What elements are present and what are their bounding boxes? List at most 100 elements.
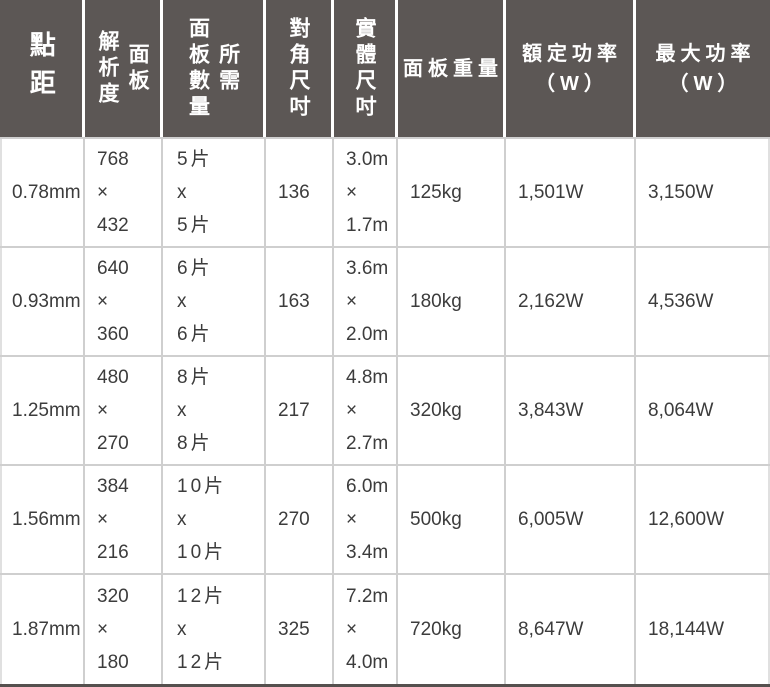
cell-panel-resolution: 640 × 360 bbox=[85, 248, 163, 355]
cell-line: 480 bbox=[97, 367, 129, 388]
cell-panel-resolution: 480 × 270 bbox=[85, 357, 163, 464]
cell-rated-power: 8,647W bbox=[506, 575, 636, 684]
cell-panel-resolution: 384 × 216 bbox=[85, 466, 163, 573]
cell-line: x bbox=[177, 509, 190, 530]
cell-line: 320 bbox=[97, 586, 129, 607]
header-rated-power-line2: （W） bbox=[535, 72, 609, 95]
cell-line: 6片 bbox=[177, 258, 213, 279]
cell-panel-weight: 500kg bbox=[398, 466, 506, 573]
cell-dot-pitch: 0.78mm bbox=[0, 139, 85, 246]
header-max-power-line2: （W） bbox=[668, 72, 743, 95]
cell-max-power: 12,600W bbox=[636, 466, 770, 573]
cell-line: 6片 bbox=[177, 324, 213, 345]
cell-panel-weight: 320kg bbox=[398, 357, 506, 464]
cell-line: 2.0m bbox=[346, 324, 389, 345]
cell-line: × bbox=[97, 619, 109, 640]
header-rated-power: 額定功率 （W） bbox=[506, 0, 636, 137]
cell-line: × bbox=[97, 182, 109, 203]
table-row: 1.25mm 480 × 270 8片 x 8片 217 4.8m × 2.7m 320kg… bbox=[0, 357, 770, 466]
header-panels-required-label-right: 所需 bbox=[216, 42, 240, 95]
header-rated-power-line1: 額定功率 bbox=[522, 42, 622, 65]
cell-line: × bbox=[97, 400, 109, 421]
header-dot-pitch: 點距 bbox=[0, 0, 85, 137]
cell-line: 6.0m bbox=[346, 476, 389, 497]
cell-line: 216 bbox=[97, 542, 129, 563]
cell-panels-required: 10片 x 10片 bbox=[163, 466, 266, 573]
cell-line: x bbox=[177, 182, 190, 203]
cell-line: 360 bbox=[97, 324, 129, 345]
cell-max-power: 3,150W bbox=[636, 139, 770, 246]
cell-line: 2.7m bbox=[346, 433, 389, 454]
cell-line: x bbox=[177, 291, 190, 312]
header-panel-weight: 面板重量 bbox=[398, 0, 506, 137]
cell-diagonal-size: 325 bbox=[266, 575, 334, 684]
cell-diagonal-size: 217 bbox=[266, 357, 334, 464]
cell-rated-power: 6,005W bbox=[506, 466, 636, 573]
header-dot-pitch-label: 點距 bbox=[26, 30, 57, 107]
cell-line: 12片 bbox=[177, 652, 227, 673]
cell-line: × bbox=[346, 182, 358, 203]
cell-max-power: 4,536W bbox=[636, 248, 770, 355]
header-max-power: 最大功率 （W） bbox=[636, 0, 770, 137]
cell-line: 432 bbox=[97, 215, 129, 236]
cell-line: x bbox=[177, 400, 190, 421]
cell-line: 180 bbox=[97, 652, 129, 673]
table-row: 1.56mm 384 × 216 10片 x 10片 270 6.0m × 3.4m 500… bbox=[0, 466, 770, 575]
cell-line: 5片 bbox=[177, 215, 213, 236]
cell-line: 384 bbox=[97, 476, 129, 497]
cell-line: 768 bbox=[97, 149, 129, 170]
cell-line: × bbox=[346, 619, 358, 640]
header-physical-size-label: 實體尺吋 bbox=[353, 16, 377, 121]
cell-line: 270 bbox=[97, 433, 129, 454]
cell-physical-size: 4.8m × 2.7m bbox=[334, 357, 398, 464]
cell-line: 8片 bbox=[177, 433, 213, 454]
cell-diagonal-size: 136 bbox=[266, 139, 334, 246]
cell-line: 3.4m bbox=[346, 542, 389, 563]
cell-line: × bbox=[346, 291, 358, 312]
cell-max-power: 18,144W bbox=[636, 575, 770, 684]
cell-line: 3.6m bbox=[346, 258, 389, 279]
header-rated-power-label: 額定功率 （W） bbox=[517, 39, 622, 99]
cell-line: 10片 bbox=[177, 476, 227, 497]
table-row: 1.87mm 320 × 180 12片 x 12片 325 7.2m × 4.0m 720… bbox=[0, 575, 770, 684]
table-row: 0.78mm 768 × 432 5片 x 5片 136 3.0m × 1.7m 125kg… bbox=[0, 139, 770, 248]
cell-panel-weight: 720kg bbox=[398, 575, 506, 684]
cell-rated-power: 1,501W bbox=[506, 139, 636, 246]
cell-rated-power: 3,843W bbox=[506, 357, 636, 464]
cell-physical-size: 3.6m × 2.0m bbox=[334, 248, 398, 355]
header-max-power-label: 最大功率 （W） bbox=[651, 39, 756, 99]
cell-line: x bbox=[177, 619, 190, 640]
header-panels-required-label-left: 面板數量 bbox=[186, 16, 210, 121]
cell-diagonal-size: 163 bbox=[266, 248, 334, 355]
table-body: 0.78mm 768 × 432 5片 x 5片 136 3.0m × 1.7m 125kg… bbox=[0, 137, 770, 687]
header-panel-weight-text: 面板重量 bbox=[403, 57, 503, 80]
cell-rated-power: 2,162W bbox=[506, 248, 636, 355]
cell-physical-size: 6.0m × 3.4m bbox=[334, 466, 398, 573]
cell-panel-resolution: 320 × 180 bbox=[85, 575, 163, 684]
cell-line: × bbox=[97, 291, 109, 312]
header-panel-resolution-label-right: 面板 bbox=[126, 42, 150, 95]
cell-line: 10片 bbox=[177, 542, 227, 563]
cell-line: × bbox=[97, 509, 109, 530]
header-physical-size: 實體尺吋 bbox=[334, 0, 398, 137]
cell-line: 640 bbox=[97, 258, 129, 279]
cell-line: 5片 bbox=[177, 149, 213, 170]
cell-panels-required: 6片 x 6片 bbox=[163, 248, 266, 355]
header-panel-resolution: 解析度 面板 bbox=[85, 0, 163, 137]
cell-line: 12片 bbox=[177, 586, 227, 607]
cell-panels-required: 12片 x 12片 bbox=[163, 575, 266, 684]
cell-panel-resolution: 768 × 432 bbox=[85, 139, 163, 246]
header-diagonal-size-label: 對角尺吋 bbox=[287, 16, 311, 121]
cell-physical-size: 7.2m × 4.0m bbox=[334, 575, 398, 684]
table-header-row: 點距 解析度 面板 面板數量 所需 對角尺吋 實體尺吋 面板重量 額定功率 （W… bbox=[0, 0, 770, 137]
cell-line: 3.0m bbox=[346, 149, 389, 170]
cell-line: 1.7m bbox=[346, 215, 389, 236]
cell-line: 7.2m bbox=[346, 586, 389, 607]
cell-line: 4.8m bbox=[346, 367, 389, 388]
header-panel-weight-label: 面板重量 bbox=[398, 54, 503, 84]
table-row: 0.93mm 640 × 360 6片 x 6片 163 3.6m × 2.0m 180kg… bbox=[0, 248, 770, 357]
cell-panels-required: 5片 x 5片 bbox=[163, 139, 266, 246]
header-panels-required: 面板數量 所需 bbox=[163, 0, 266, 137]
cell-line: 8片 bbox=[177, 367, 213, 388]
